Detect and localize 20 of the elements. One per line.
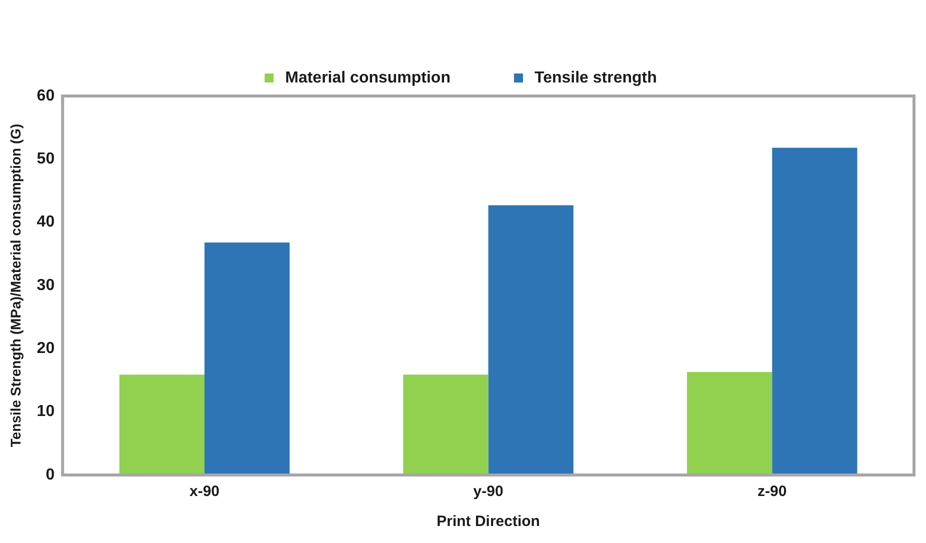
y-tick-label: 0 xyxy=(46,466,55,484)
x-tick-label: y-90 xyxy=(473,483,504,500)
y-axis-title: Tensile Strength (MPa)/Material consumption (G) xyxy=(7,124,24,448)
legend-label: Material consumption xyxy=(285,69,450,86)
bar xyxy=(488,205,574,475)
x-tick-label: z-90 xyxy=(758,483,787,500)
y-tick-label: 60 xyxy=(36,87,55,104)
x-axis-title: Print Direction xyxy=(436,513,540,530)
y-tick-label: 30 xyxy=(36,276,55,294)
legend-label: Tensile strength xyxy=(534,69,657,86)
bar xyxy=(204,242,290,475)
x-tick-label: x-90 xyxy=(189,483,220,500)
bar xyxy=(119,374,204,475)
bar xyxy=(686,372,772,475)
bar xyxy=(772,148,858,475)
y-tick-label: 50 xyxy=(36,150,55,168)
y-tick-label: 10 xyxy=(36,403,55,420)
y-tick-label: 20 xyxy=(36,340,55,358)
bar xyxy=(403,374,488,475)
y-tick-label: 40 xyxy=(36,214,55,231)
